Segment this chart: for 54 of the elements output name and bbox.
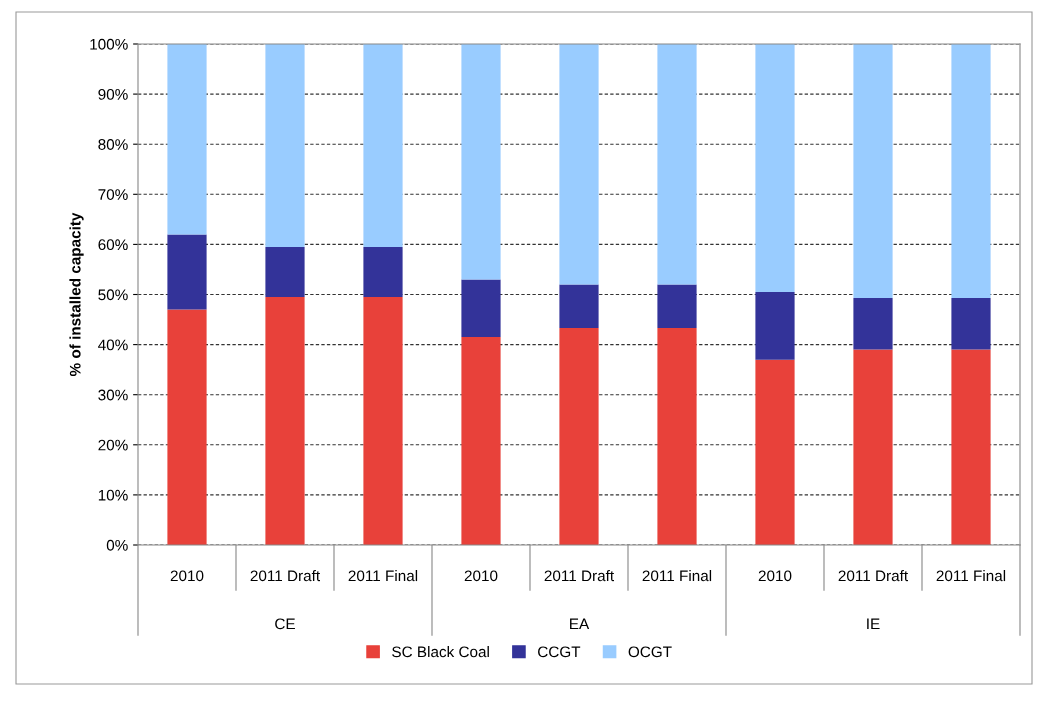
bar [461,44,501,280]
x-tick-label: 2010 [464,570,498,582]
y-tick-label: 50% [98,289,128,301]
text: CE [275,618,295,630]
y-tick-label: 0% [106,539,128,551]
y-axis-title: % of installed capacity [69,212,84,377]
bar [167,234,207,310]
bar [363,44,403,247]
bar [363,246,403,297]
bar [559,328,599,545]
x-tick-label: 2011 Final [348,570,418,582]
bar [755,44,795,292]
bar [755,291,795,360]
bar [755,359,795,545]
legend-label: OCGT [628,646,672,658]
bar [265,297,305,545]
y-tick-label: 30% [98,389,128,401]
legend-label: CCGT [538,646,581,658]
y-tick-label: 40% [98,339,128,351]
x-tick-label: 2010 [758,570,792,582]
x-tick-label: 2011 Final [936,570,1006,582]
x-tick-label: 2011 Draft [838,570,908,582]
bar [265,44,305,247]
bar [951,44,991,299]
bar [951,298,991,350]
x-tick-label: 2011 Draft [250,570,320,582]
bar [853,298,893,350]
bar [363,297,403,545]
bar [853,349,893,545]
bar [657,284,697,329]
text: IE [867,618,880,630]
bar [853,44,893,299]
bar [657,44,697,285]
y-tick-label: 90% [98,88,128,100]
bar [657,328,697,545]
y-tick-label: 80% [98,139,128,150]
bar [461,337,501,545]
y-tick-label: 60% [98,239,128,251]
y-tick-label: 20% [98,439,128,451]
bar [559,284,599,329]
y-tick-label: 100% [90,38,128,50]
legend-label: SC Black Coal [392,646,489,658]
x-tick-label: 2011 Draft [544,570,614,582]
bar [167,44,207,235]
x-tick-label: 2010 [170,570,204,582]
text: EA [570,618,590,630]
bar [951,349,991,545]
bar [265,246,305,297]
y-tick-label: 10% [98,489,128,501]
y-tick-label: 70% [98,189,128,200]
bar [167,309,207,545]
bar [559,44,599,285]
x-tick-label: 2011 Final [642,570,712,582]
bar [461,279,501,338]
